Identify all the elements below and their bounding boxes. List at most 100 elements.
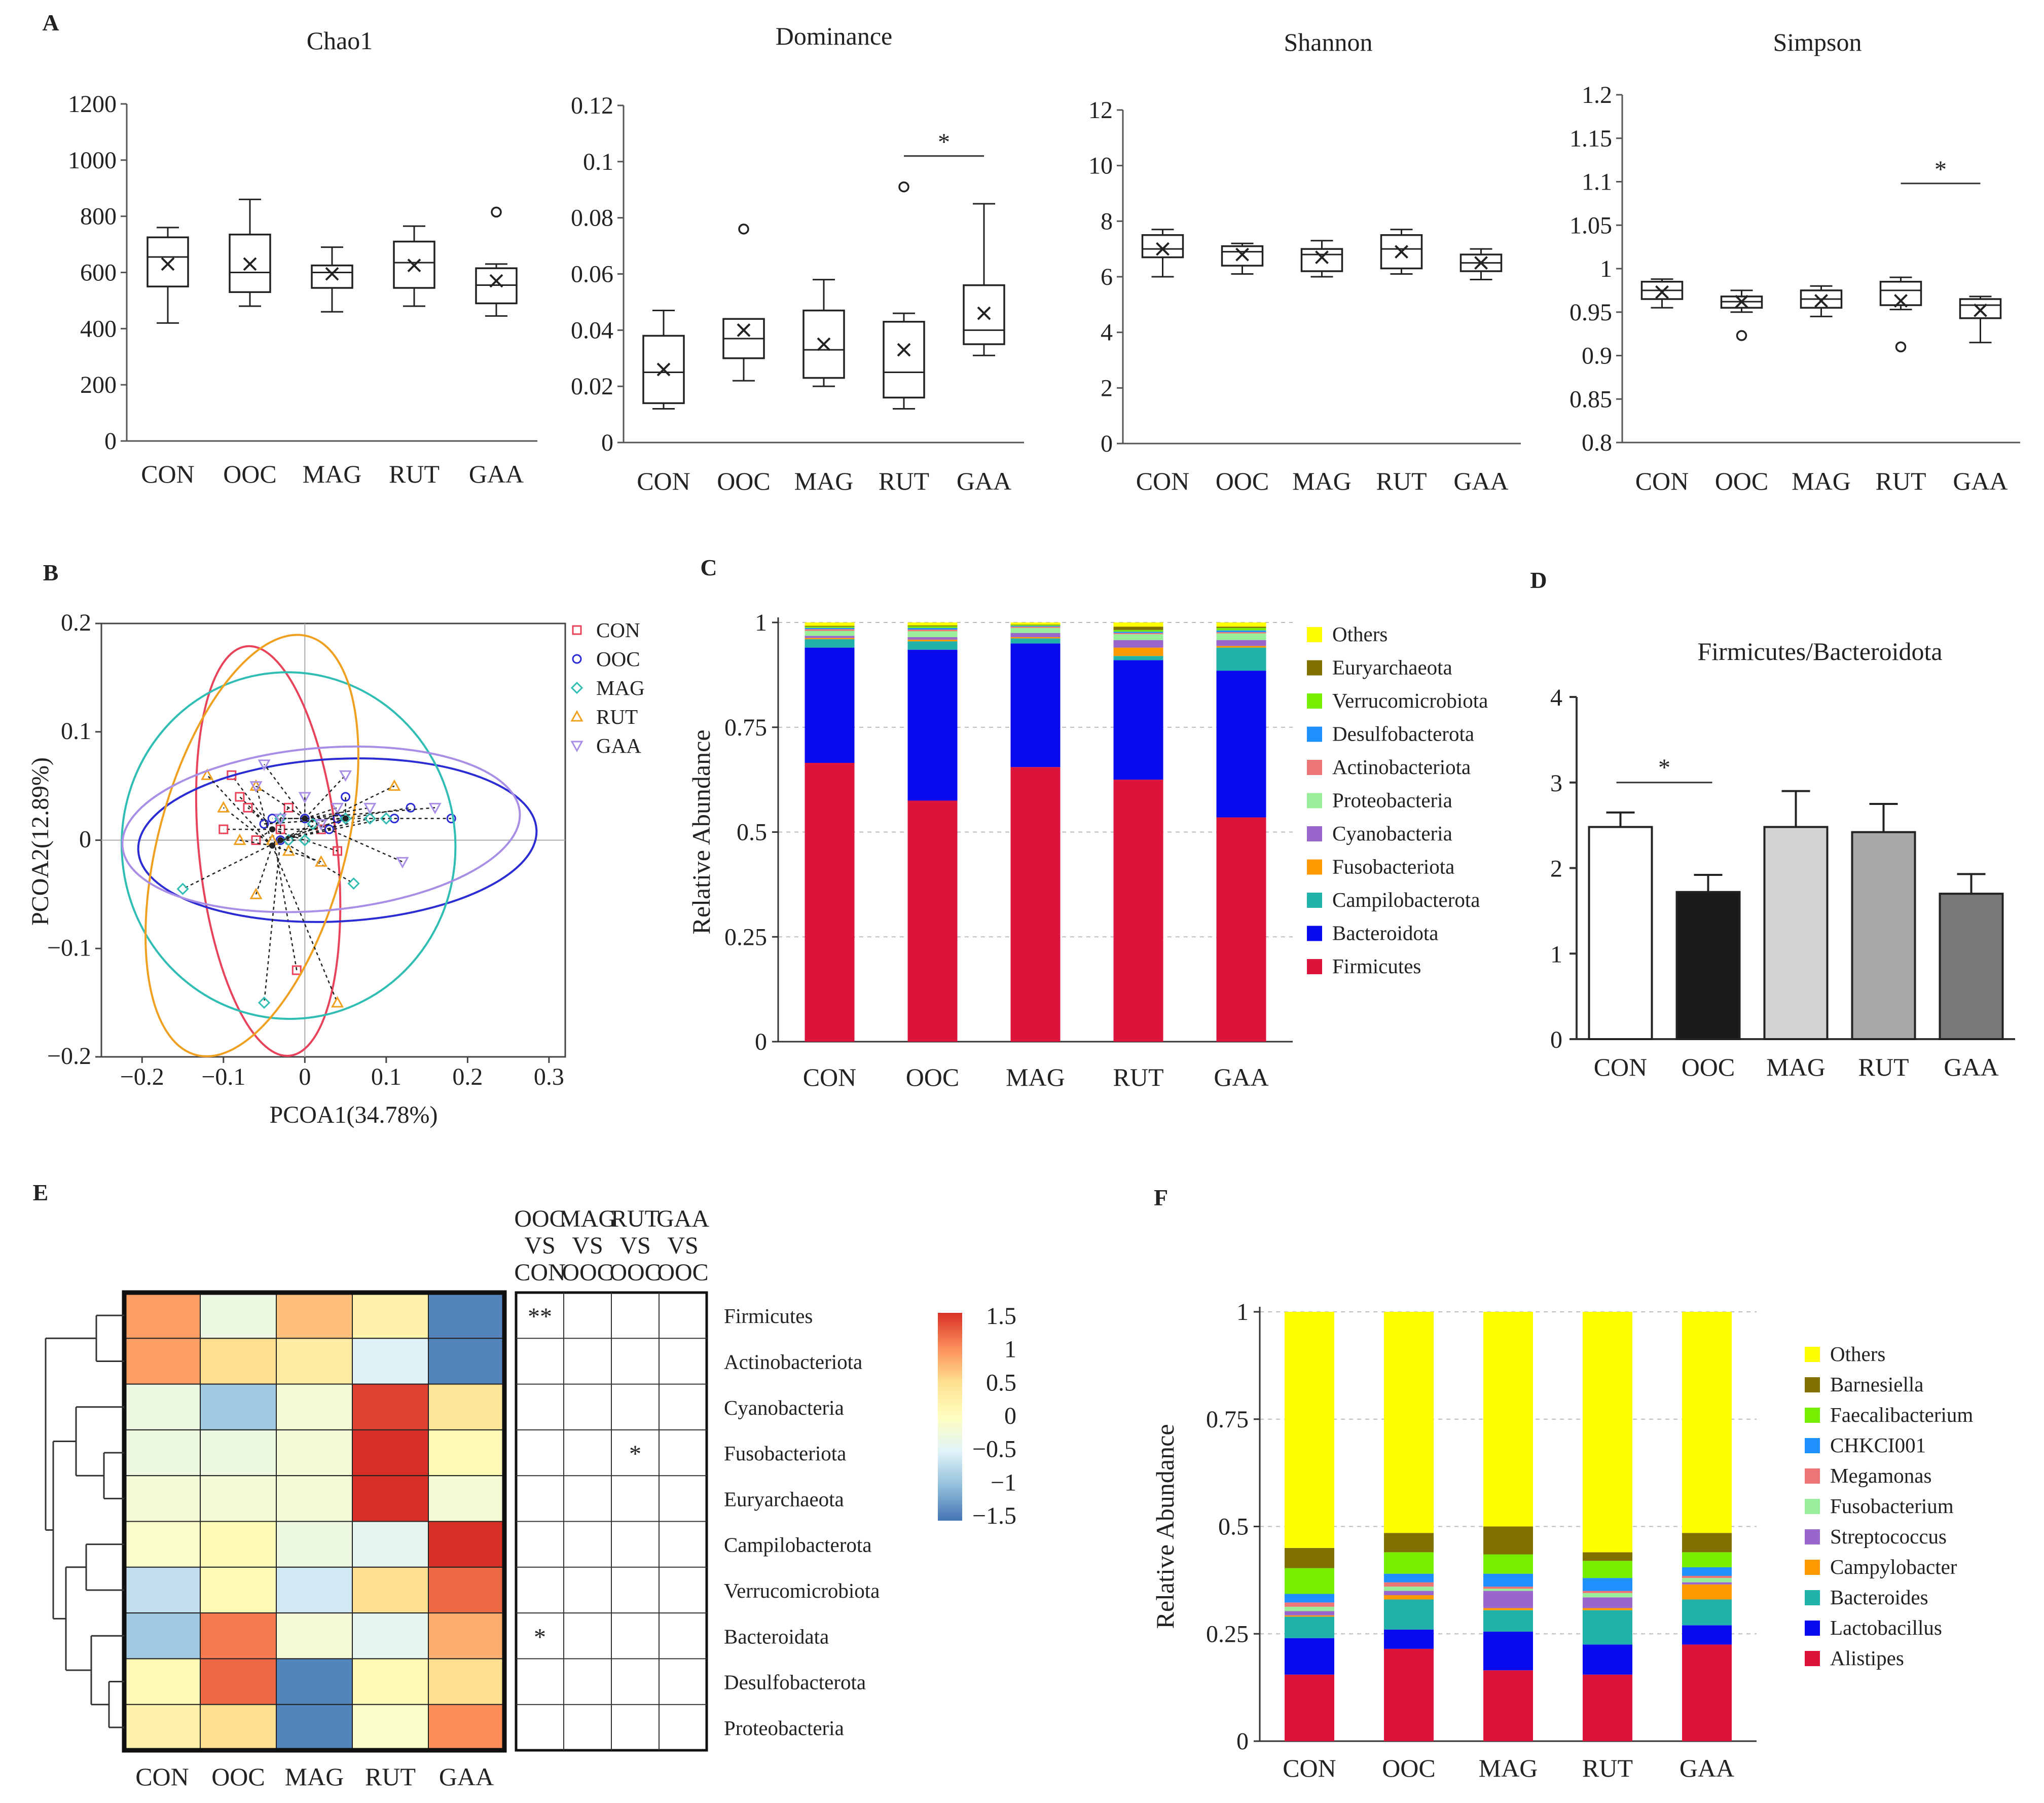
legend-swatch [1805,1651,1820,1666]
spider-line [271,829,298,971]
x-tick-label: OOC [1682,1053,1735,1081]
chart-title: Firmicutes/Bacteroidota [1697,637,1942,666]
row-label: Verrucomicrobiota [724,1579,880,1602]
heatmap-cell [352,1475,429,1522]
legend-item-lactobacillus: Lactobacillus [1805,1616,1942,1639]
x-tick-label: CON [1594,1053,1648,1081]
bar-segment-euryarchaeota [1010,624,1061,625]
dendrogram [45,1314,124,1728]
legend-swatch [1805,1438,1820,1453]
bar-segment-barnesiella [1285,1548,1334,1568]
legend-swatch [1307,893,1322,908]
y-tick-label: 0.95 [1570,299,1612,326]
bar-segment-chkci001 [1285,1594,1334,1603]
bar-segment-bacteroidota [907,649,958,801]
data-point [258,759,271,771]
legend-label: Firmicutes [1332,954,1421,978]
bar-segment-streptococcus [1483,1591,1533,1608]
y-tick-label: 0.08 [571,205,613,232]
legend-label: Desulfobacterota [1332,722,1474,746]
heatmap-cell [124,1566,201,1614]
y-tick-label: 1 [1550,941,1562,968]
y-tick-label: 0.8 [1582,429,1612,456]
y-tick-label: 4 [1550,684,1562,711]
x-tick-label: RUT [879,467,929,495]
mean-marker [1735,295,1748,309]
heatmap-cell [276,1658,353,1705]
legend-item-actinobacteriota: Actinobacteriota [1307,755,1471,779]
spider-line [272,845,321,863]
bar-segment-firmicutes [805,763,855,1042]
bar-segment-bacteroides [1285,1616,1334,1638]
box-iqr [1959,298,2002,319]
legend-swatch [1307,726,1322,742]
heatmap-cell [352,1521,429,1568]
spider-line [264,764,306,819]
legend-label: Bacteroides [1830,1586,1928,1609]
spider-line [271,845,338,1003]
heatmap-cell [200,1612,277,1660]
y-tick-label: 4 [1101,319,1113,346]
bar-segment-cyanobacteria [1010,633,1061,637]
comparison-header: OOC [514,1205,565,1232]
bar-segment-alistipes [1384,1648,1434,1741]
mean-marker [1974,303,1987,317]
bar-segment-faecalibacterium [1483,1554,1533,1574]
data-point [331,996,344,1008]
x-tick-label: MAG [1292,467,1352,495]
bar-segment-others [1010,622,1061,625]
legend-swatch [1805,1377,1820,1392]
box-con [1141,229,1184,278]
y-tick-label: 200 [80,372,117,398]
legend-item-campylobacter: Campylobacter [1805,1555,1957,1578]
legend-label: Lactobacillus [1830,1616,1942,1639]
comparison-header: CON [514,1259,565,1286]
heatmap-cell [124,1429,201,1477]
heatmap-cell [428,1521,505,1568]
group-gaa [121,745,521,913]
significance-mark: * [629,1441,641,1467]
heatmap-cell [276,1612,353,1660]
heatmap-cell [200,1383,277,1430]
bar-segment-streptococcus [1682,1582,1732,1585]
x-tick-label: OOC [1715,467,1769,495]
bar-segment-others [1483,1312,1533,1527]
mean-marker [161,257,175,271]
bar-segment-bacteroides [1682,1599,1732,1626]
data-point [201,768,214,780]
data-point [243,802,253,813]
bar-segment-firmicutes [1216,817,1266,1042]
data-point [380,812,392,825]
mean-marker [977,306,991,320]
spider-line [280,818,346,841]
x-tick-label: MAG [1766,1053,1826,1081]
legend-item-campilobacterota: Campilobacterota [1307,888,1480,911]
confidence-ellipse [195,645,342,1057]
outlier-point [898,181,909,193]
y-axis-title: PCOA2(12.89%) [27,757,54,926]
panel-label-e: E [33,1180,49,1205]
legend-item-chkci001: CHKCI001 [1805,1433,1926,1457]
y-tick-label: 1000 [68,147,117,174]
legend-item-ooc: OOC [572,647,640,671]
x-tick-label: CON [803,1063,857,1091]
legend-item-mag: MAG [570,676,645,700]
bar [1588,826,1653,1040]
legend-swatch [1805,1468,1820,1484]
bar-segment-megamonas [1583,1591,1632,1593]
box-ooc [722,224,765,382]
bar-segment-campylobacter [1285,1615,1334,1617]
bar [1763,826,1829,1040]
legend-item-barnesiella: Barnesiella [1805,1373,1923,1396]
bar-segment-streptococcus [1384,1591,1434,1596]
legend-swatch [1805,1590,1820,1605]
legend-item-proteobacteria: Proteobacteria [1307,789,1452,812]
panel-label-b: B [43,560,59,585]
legend-swatch [1805,1621,1820,1636]
bar-segment-desulfobacterota [1010,625,1061,627]
spider-line [256,785,306,819]
legend-label: Euryarchaeota [1332,656,1452,679]
bar-segment-lactobacillus [1384,1629,1434,1649]
box-iqr [1300,248,1343,272]
y-tick-label: 6 [1101,264,1113,290]
